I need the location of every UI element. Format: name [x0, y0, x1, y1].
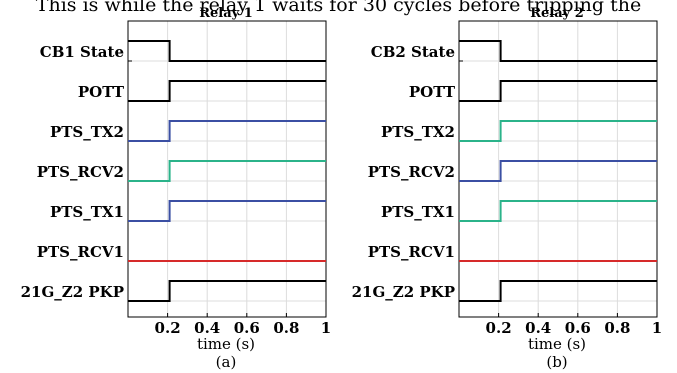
panel1-series-pts-tx2 — [128, 120, 326, 142]
panel2-series-pott — [459, 80, 657, 102]
panel2-x-tick-label: 0.4 — [525, 319, 551, 337]
panel2-series-pts-rcv2 — [459, 160, 657, 182]
panel1-frame — [127, 20, 327, 318]
panel2-series-pts-tx1 — [459, 200, 657, 222]
panel1-x-tick-label: 1 — [321, 319, 331, 337]
panel1-row-label: 21G_Z2 PKP — [21, 283, 124, 301]
panel1-title: Relay 1 — [199, 6, 253, 21]
panel1-row-label: CB1 State — [40, 43, 124, 61]
panel2-frame — [458, 20, 658, 318]
panel1-x-tick-label: 0.6 — [234, 319, 260, 337]
panel1-series-21g-z2-pkp — [128, 280, 326, 302]
panel1-row-label: PTS_RCV2 — [37, 163, 124, 181]
panel2-x-tick-label: 0.8 — [604, 319, 630, 337]
panel2-x-tick-label: 0.2 — [486, 319, 512, 337]
panel2-x-tick-label: 0.6 — [565, 319, 591, 337]
panel1-series-pts-tx1 — [128, 200, 326, 222]
panel1-x-axis-label: time (s) — [197, 335, 255, 353]
panel2-series-pts-tx2 — [459, 120, 657, 142]
panel2-series-21g-z2-pkp — [459, 280, 657, 302]
panel2-caption: (b) — [546, 353, 567, 371]
panel2-row-label: 21G_Z2 PKP — [352, 283, 455, 301]
panel1-plot-area — [128, 21, 326, 317]
panel1-series-cb1-state — [128, 40, 326, 62]
panel2-x-axis-label: time (s) — [528, 335, 586, 353]
panel1-caption: (a) — [216, 353, 237, 371]
panel1-x-tick-label: 0.2 — [155, 319, 181, 337]
panel2-row-label: PTS_RCV1 — [368, 243, 455, 261]
panel2-row-label: POTT — [409, 83, 456, 101]
panel2-series-cb2-state — [459, 40, 657, 62]
panel2-title: Relay 2 — [530, 6, 584, 21]
panel1-series-pts-rcv2 — [128, 160, 326, 182]
panel2-row-label: PTS_TX1 — [381, 203, 455, 221]
panel1-x-tick-label: 0.8 — [273, 319, 299, 337]
panel2-row-label: PTS_TX2 — [381, 123, 455, 141]
panel1-series-pott — [128, 80, 326, 102]
panel1-x-tick-label: 0.4 — [194, 319, 220, 337]
panel2-plot-area — [459, 21, 657, 317]
panel1-row-label: PTS_RCV1 — [37, 243, 124, 261]
panel2-row-label: CB2 State — [371, 43, 455, 61]
panel1-row-label: PTS_TX2 — [50, 123, 124, 141]
panel2-row-label: PTS_RCV2 — [368, 163, 455, 181]
panel1-row-label: PTS_TX1 — [50, 203, 124, 221]
cut-off-paragraph-text: This is while the relay 1 waits for 30 c… — [35, 0, 642, 16]
panel2-x-tick-label: 1 — [652, 319, 662, 337]
panel1-row-label: POTT — [78, 83, 125, 101]
